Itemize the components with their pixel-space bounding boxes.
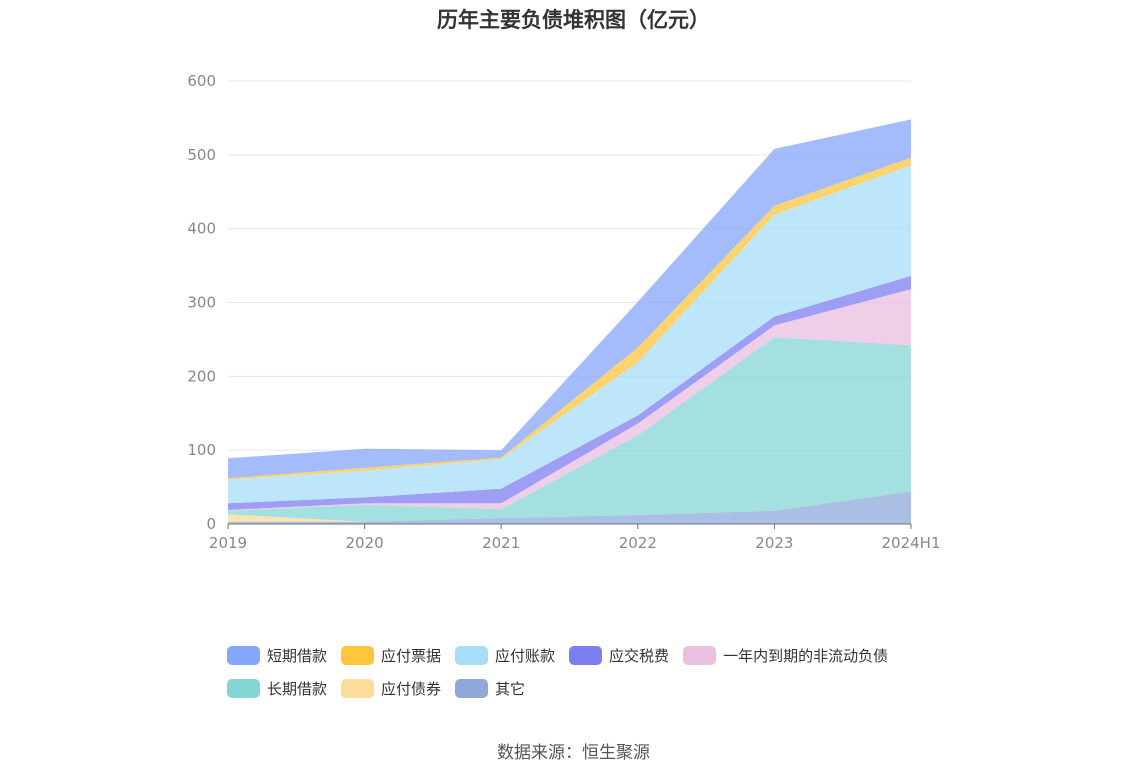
y-tick-label: 0	[206, 515, 216, 533]
y-tick-label: 600	[187, 72, 216, 90]
legend-swatch	[227, 646, 260, 665]
area-series	[228, 119, 911, 524]
legend-item[interactable]: 长期借款	[227, 678, 327, 699]
area-series-3	[228, 289, 911, 511]
x-tick-label: 2022	[619, 534, 657, 552]
legend-label: 短期借款	[267, 647, 328, 665]
legend-row: 短期借款 应付票据 应付账款 应交税费 一年内到期的非流动负债	[227, 639, 947, 672]
legend-swatch	[341, 679, 375, 698]
area-series-0	[228, 491, 911, 524]
stacked-area-chart: 0 100 200 300 400 500 600 2019 2020 2021 2022 2023 2…	[187, 72, 940, 552]
legend-item[interactable]: 其它	[455, 678, 525, 699]
legend-label: 应交税费	[609, 647, 670, 665]
chart-title: 历年主要负债堆积图（亿元）	[437, 8, 710, 32]
legend-swatch	[455, 679, 489, 698]
legend-item[interactable]: 应付债券	[341, 678, 441, 699]
legend-swatch	[341, 646, 375, 665]
area-series-4	[228, 275, 911, 510]
legend-item[interactable]: 一年内到期的非流动负债	[683, 645, 888, 666]
legend-label: 其它	[495, 680, 526, 698]
x-tick-label: 2023	[755, 534, 793, 552]
legend-label: 应付账款	[495, 647, 556, 665]
area-series-7	[228, 119, 911, 479]
legend-item[interactable]: 应付账款	[455, 645, 555, 666]
legend-swatch	[569, 646, 603, 665]
legend-swatch	[683, 646, 717, 665]
legend-label: 一年内到期的非流动负债	[723, 647, 889, 665]
axes: 0 100 200 300 400 500 600 2019 2020 2021 2022 2023 2…	[187, 72, 940, 552]
x-tick-label: 2020	[346, 534, 384, 552]
data-source: 数据来源：恒生聚源	[497, 743, 650, 763]
legend: 短期借款 应付票据 应付账款 应交税费 一年内到期的非流动负债 长期借款 应付债券 其它	[227, 639, 947, 705]
x-tick-label: 2019	[209, 534, 247, 552]
y-tick-label: 500	[187, 146, 216, 164]
legend-label: 应付票据	[381, 647, 442, 665]
legend-row: 长期借款 应付债券 其它	[227, 672, 947, 705]
y-tick-label: 300	[187, 294, 216, 312]
x-tick-label: 2021	[482, 534, 520, 552]
y-tick-label: 400	[187, 220, 216, 238]
y-tick-label: 100	[187, 441, 216, 459]
legend-swatch	[455, 646, 489, 665]
area-series-2	[228, 337, 911, 522]
legend-swatch	[227, 679, 260, 698]
area-series-1	[228, 491, 911, 522]
legend-label: 长期借款	[267, 680, 328, 698]
legend-item[interactable]: 应付票据	[341, 645, 441, 666]
y-tick-label: 200	[187, 367, 216, 385]
legend-item[interactable]: 应交税费	[569, 645, 669, 666]
legend-label: 应付债券	[381, 680, 442, 698]
x-tick-label: 2024H1	[882, 534, 941, 552]
area-series-5	[228, 165, 911, 504]
legend-item[interactable]: 短期借款	[227, 645, 327, 666]
